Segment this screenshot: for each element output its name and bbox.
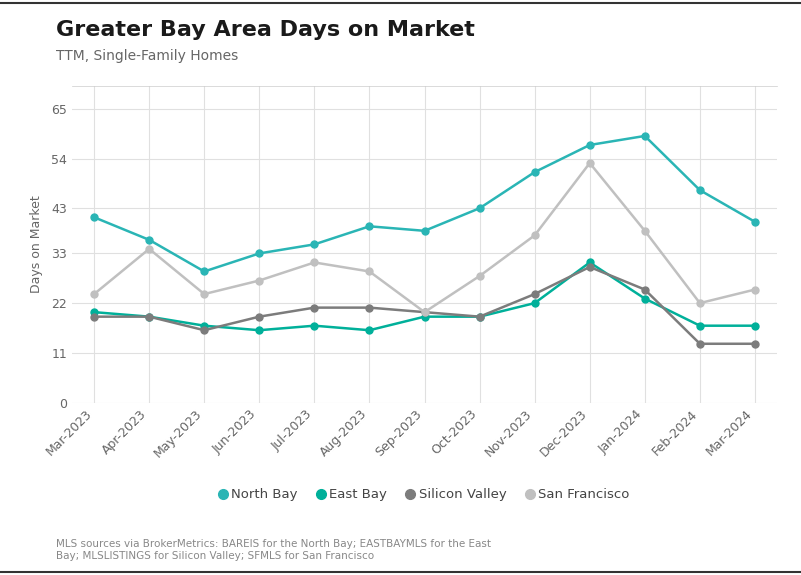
Text: Greater Bay Area Days on Market: Greater Bay Area Days on Market xyxy=(56,20,475,40)
East Bay xyxy=(420,313,429,320)
San Francisco xyxy=(751,286,760,293)
Legend: North Bay, East Bay, Silicon Valley, San Francisco: North Bay, East Bay, Silicon Valley, San… xyxy=(214,483,635,507)
North Bay xyxy=(255,250,264,257)
North Bay xyxy=(530,168,540,175)
San Francisco xyxy=(144,246,154,252)
North Bay xyxy=(751,218,760,225)
Line: East Bay: East Bay xyxy=(91,259,759,334)
North Bay xyxy=(90,214,99,221)
North Bay xyxy=(364,223,374,230)
East Bay xyxy=(255,327,264,334)
Line: Silicon Valley: Silicon Valley xyxy=(91,263,759,347)
Silicon Valley xyxy=(310,304,320,311)
San Francisco xyxy=(475,273,485,279)
East Bay xyxy=(530,300,540,306)
Silicon Valley xyxy=(255,313,264,320)
San Francisco xyxy=(695,300,705,306)
Silicon Valley xyxy=(144,313,154,320)
North Bay xyxy=(144,236,154,243)
Silicon Valley xyxy=(640,286,650,293)
North Bay xyxy=(585,141,594,148)
Silicon Valley xyxy=(585,263,594,270)
North Bay xyxy=(695,187,705,194)
Text: MLS sources via BrokerMetrics: BAREIS for the North Bay; EASTBAYMLS for the East: MLS sources via BrokerMetrics: BAREIS fo… xyxy=(56,539,491,561)
San Francisco xyxy=(199,290,209,297)
Silicon Valley xyxy=(475,313,485,320)
North Bay xyxy=(475,205,485,212)
Silicon Valley xyxy=(420,309,429,316)
Y-axis label: Days on Market: Days on Market xyxy=(30,196,43,293)
East Bay xyxy=(199,322,209,329)
North Bay xyxy=(640,132,650,139)
San Francisco xyxy=(255,277,264,284)
Silicon Valley xyxy=(695,340,705,347)
East Bay xyxy=(475,313,485,320)
Silicon Valley xyxy=(364,304,374,311)
Silicon Valley xyxy=(530,290,540,297)
Silicon Valley xyxy=(90,313,99,320)
North Bay xyxy=(420,227,429,234)
San Francisco xyxy=(585,160,594,167)
San Francisco xyxy=(420,309,429,316)
San Francisco xyxy=(310,259,320,266)
Text: TTM, Single-Family Homes: TTM, Single-Family Homes xyxy=(56,49,239,63)
East Bay xyxy=(751,322,760,329)
East Bay xyxy=(585,259,594,266)
Silicon Valley xyxy=(751,340,760,347)
East Bay xyxy=(364,327,374,334)
Line: North Bay: North Bay xyxy=(91,132,759,275)
San Francisco xyxy=(640,227,650,234)
San Francisco xyxy=(90,290,99,297)
Silicon Valley xyxy=(199,327,209,334)
San Francisco xyxy=(530,232,540,239)
East Bay xyxy=(695,322,705,329)
East Bay xyxy=(144,313,154,320)
North Bay xyxy=(199,268,209,275)
East Bay xyxy=(90,309,99,316)
East Bay xyxy=(640,295,650,302)
San Francisco xyxy=(364,268,374,275)
East Bay xyxy=(310,322,320,329)
Line: San Francisco: San Francisco xyxy=(91,160,759,316)
North Bay xyxy=(310,241,320,248)
